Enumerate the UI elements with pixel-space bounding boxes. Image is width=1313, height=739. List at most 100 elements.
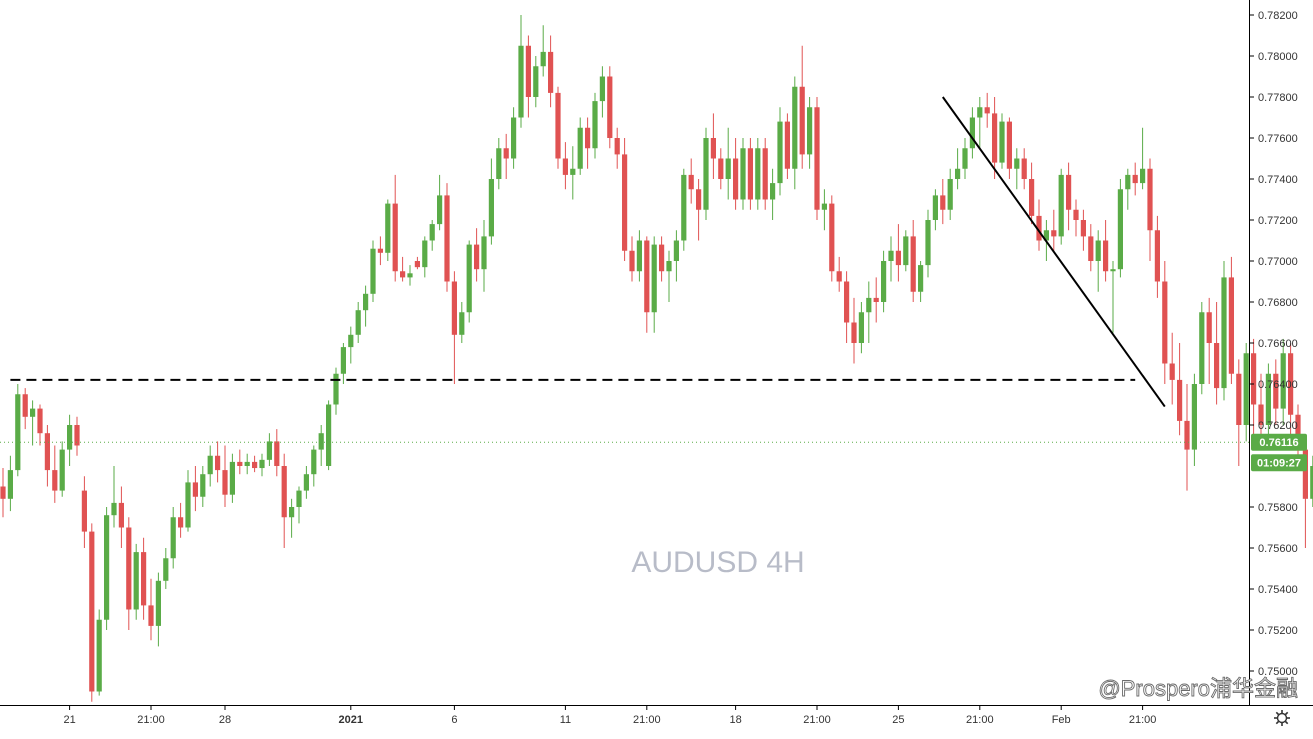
candle-body bbox=[7, 470, 13, 499]
candle-body bbox=[1236, 373, 1242, 425]
candle bbox=[755, 138, 761, 210]
candle bbox=[1117, 179, 1123, 278]
candle-body bbox=[400, 271, 406, 278]
candle bbox=[636, 230, 642, 282]
candle bbox=[148, 578, 154, 641]
candle bbox=[814, 97, 820, 220]
price-tick-label: 0.75000 bbox=[1258, 666, 1298, 678]
candle-body bbox=[163, 558, 169, 581]
candle-body bbox=[126, 527, 132, 610]
candle bbox=[1169, 332, 1175, 405]
candle-body bbox=[636, 240, 642, 272]
candle bbox=[503, 133, 509, 179]
candle-body bbox=[1288, 353, 1294, 415]
candle bbox=[377, 236, 383, 266]
candle-body bbox=[592, 101, 598, 149]
candle bbox=[821, 189, 827, 231]
candle-body bbox=[496, 148, 502, 179]
candle bbox=[481, 220, 487, 292]
candle bbox=[170, 507, 176, 569]
candle bbox=[910, 220, 916, 302]
candle-body bbox=[873, 297, 879, 302]
candle-body bbox=[1088, 236, 1094, 261]
candle-body bbox=[59, 449, 65, 491]
candle-body bbox=[696, 189, 702, 210]
candle-body bbox=[1036, 215, 1042, 241]
candle-body bbox=[437, 195, 443, 225]
candle bbox=[592, 92, 598, 159]
candle-body bbox=[81, 490, 87, 532]
candle bbox=[133, 543, 139, 620]
candle bbox=[333, 367, 339, 415]
candle-body bbox=[259, 459, 265, 469]
settings-gear-icon[interactable] bbox=[1274, 710, 1290, 726]
candle bbox=[1021, 148, 1027, 190]
candle bbox=[511, 107, 517, 169]
candle-body bbox=[30, 408, 36, 417]
candle bbox=[363, 285, 369, 327]
candle bbox=[710, 113, 716, 179]
candle-body bbox=[844, 281, 850, 323]
candle bbox=[807, 97, 813, 169]
candle-body bbox=[1058, 174, 1064, 237]
candle-body bbox=[992, 113, 998, 163]
candle bbox=[252, 455, 258, 473]
candle bbox=[851, 297, 857, 364]
candle bbox=[962, 138, 968, 179]
candle bbox=[1177, 343, 1183, 436]
candle-body bbox=[170, 517, 176, 559]
price-axis[interactable]: 0.78200 0.78000 0.77800 0.77600 0.77400 0.772… bbox=[1249, 10, 1298, 678]
candle-body bbox=[570, 168, 576, 175]
candle-body bbox=[703, 138, 709, 210]
candle-body bbox=[37, 408, 43, 434]
candle bbox=[666, 250, 672, 302]
candle bbox=[696, 179, 702, 241]
candle bbox=[644, 236, 650, 333]
candle-body bbox=[466, 244, 472, 313]
candle-body bbox=[1021, 158, 1027, 179]
candle bbox=[178, 502, 184, 538]
candle-body bbox=[111, 502, 117, 516]
candle bbox=[585, 117, 591, 169]
candle bbox=[622, 138, 628, 261]
candle-body bbox=[1006, 121, 1012, 169]
candle bbox=[200, 466, 206, 507]
time-tick-label: 21:00 bbox=[137, 714, 165, 726]
candle-body bbox=[1066, 174, 1072, 210]
candle bbox=[318, 425, 324, 466]
last-price-badge: 0.76116 01:09:27 bbox=[1251, 433, 1307, 472]
candle-body bbox=[141, 552, 147, 606]
candle-body bbox=[755, 148, 761, 200]
trendline[interactable] bbox=[941, 96, 1166, 408]
candle bbox=[1184, 384, 1190, 491]
candle-body bbox=[1228, 277, 1234, 374]
candle bbox=[1095, 230, 1101, 292]
candle-body bbox=[1191, 384, 1197, 450]
candle bbox=[340, 343, 346, 384]
candle bbox=[577, 117, 583, 175]
candle bbox=[303, 466, 309, 499]
candle bbox=[792, 76, 798, 190]
time-tick-label: 6 bbox=[451, 714, 457, 726]
candle-body bbox=[155, 580, 161, 626]
candle bbox=[451, 271, 457, 384]
candle bbox=[940, 179, 946, 225]
candle bbox=[1280, 338, 1286, 425]
candle bbox=[1288, 343, 1294, 446]
candle bbox=[518, 15, 524, 128]
candle bbox=[1154, 215, 1160, 298]
candle-body bbox=[1154, 230, 1160, 282]
candle-body bbox=[252, 461, 258, 469]
candle-body bbox=[585, 127, 591, 149]
time-axis[interactable]: 21 21:00 28 2021 6 11 21:00 18 21:00 25 21:00 Feb 21… bbox=[63, 705, 1156, 726]
symbol-watermark: AUDUSD 4H bbox=[631, 546, 804, 579]
candle bbox=[1147, 158, 1153, 261]
candle-body bbox=[984, 107, 990, 114]
candle-body bbox=[363, 293, 369, 311]
candle bbox=[866, 281, 872, 343]
candle bbox=[881, 250, 887, 313]
candle-body bbox=[96, 619, 102, 692]
candle bbox=[947, 168, 953, 220]
price-tick-label: 0.77400 bbox=[1258, 174, 1298, 186]
